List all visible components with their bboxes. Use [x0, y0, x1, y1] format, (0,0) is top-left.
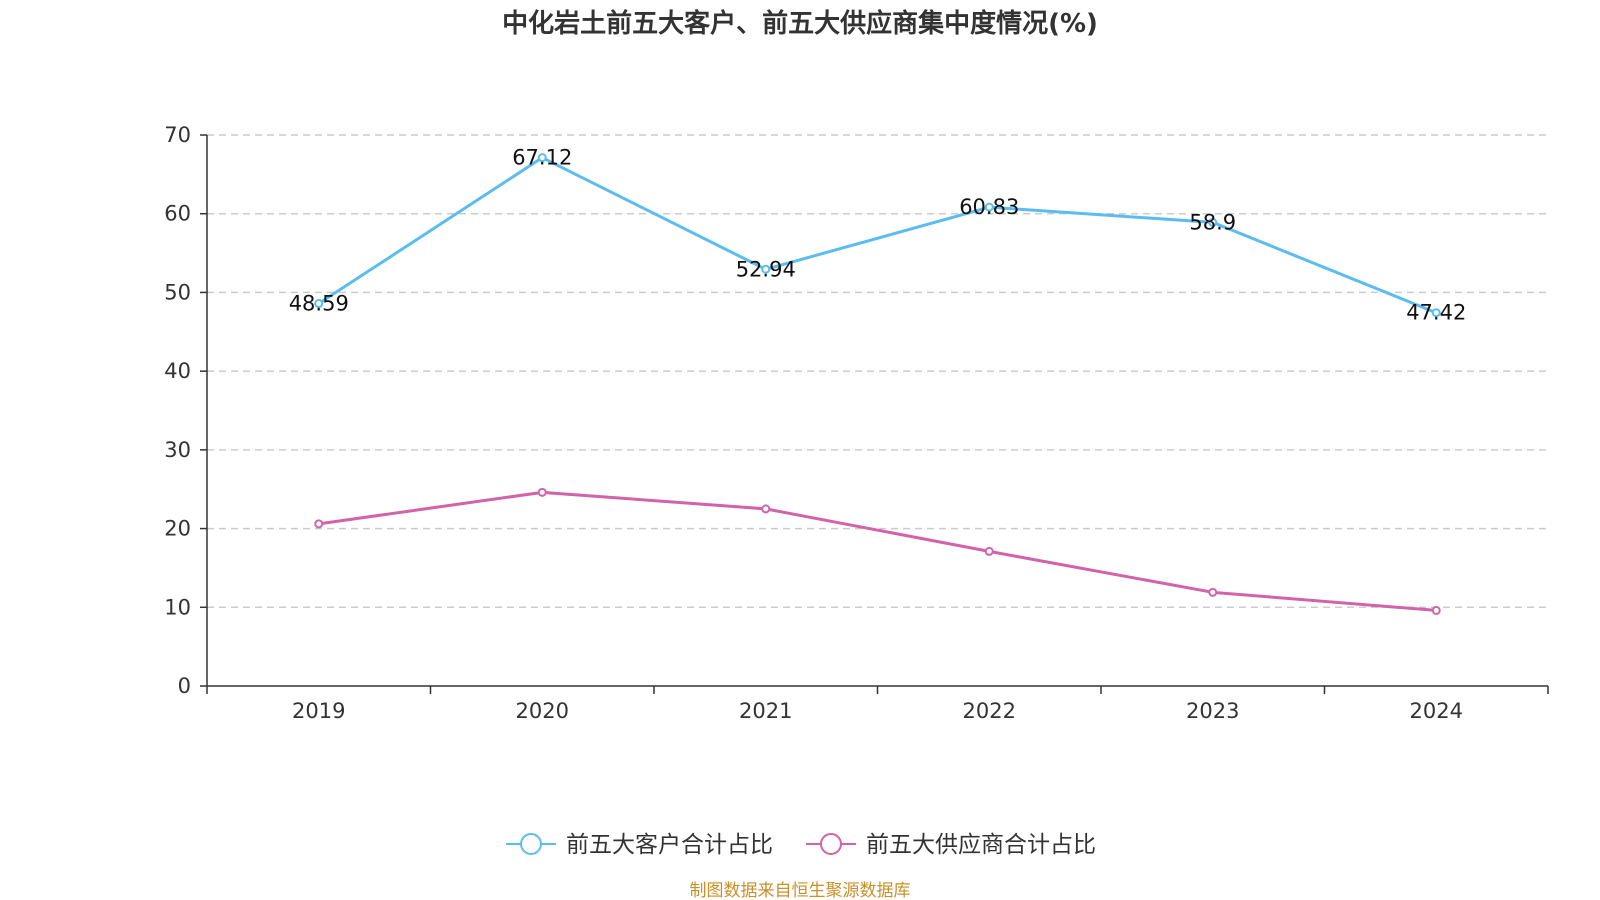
- data-label-2023: 58.9: [1189, 210, 1236, 234]
- data-point-s1-2022: [984, 546, 994, 556]
- data-label-2020: 67.12: [512, 146, 572, 170]
- legend-label-customers: 前五大客户合计占比: [566, 832, 773, 858]
- data-point-s0-2019: [314, 299, 324, 309]
- data-label-2024: 47.42: [1406, 301, 1466, 325]
- y-tick-label-60: 60: [164, 202, 191, 226]
- data-label-2019: 48.59: [289, 292, 349, 316]
- data-label-2022: 60.83: [959, 195, 1019, 219]
- data-point-s0-2022: [984, 202, 994, 212]
- chart-title: 中化岩土前五大客户、前五大供应商集中度情况(%): [502, 8, 1098, 39]
- data-point-s1-2021: [761, 504, 771, 514]
- legend-item-customers[interactable]: 前五大客户合计占比: [506, 832, 773, 858]
- series-line-0: [317, 156, 1437, 315]
- y-tick-label-30: 30: [164, 438, 191, 462]
- x-tick-label-2020: 2020: [516, 699, 569, 723]
- x-tick-label-2024: 2024: [1410, 699, 1463, 723]
- data-point-s0-2023: [1208, 217, 1218, 227]
- y-tick-label-70: 70: [164, 123, 191, 147]
- legend: 前五大客户合计占比 前五大供应商合计占比: [506, 832, 1096, 858]
- data-point-s1-2024: [1431, 605, 1441, 615]
- data-point-s0-2020: [537, 153, 547, 163]
- axes: 0 10 20 30 40 50 60 70 2019 2020 2021 2022 2023 2024: [164, 123, 1549, 723]
- y-tick-label-20: 20: [164, 517, 191, 541]
- data-labels: 48.59 67.12 52.94 60.83 58.9 47.42: [289, 146, 1467, 325]
- grid: [207, 134, 1548, 609]
- legend-marker-suppliers: [820, 833, 842, 855]
- series-line-1: [318, 490, 1437, 612]
- y-tick-label-0: 0: [178, 674, 191, 698]
- x-tick-label-2023: 2023: [1186, 699, 1239, 723]
- source-note: 制图数据来自恒生聚源数据库: [690, 881, 911, 900]
- data-point-s1-2020: [537, 487, 547, 497]
- data-point-s1-2019: [314, 519, 324, 529]
- legend-marker-customers: [520, 833, 542, 855]
- x-tick-label-2022: 2022: [963, 699, 1016, 723]
- x-tick-label-2019: 2019: [292, 699, 345, 723]
- data-point-s1-2023: [1208, 587, 1218, 597]
- y-tick-label-50: 50: [164, 280, 191, 304]
- data-point-s0-2021: [761, 264, 771, 274]
- legend-item-suppliers[interactable]: 前五大供应商合计占比: [806, 832, 1096, 858]
- data-point-s0-2024: [1431, 308, 1441, 318]
- x-tick-label-2021: 2021: [739, 699, 792, 723]
- y-tick-label-40: 40: [164, 359, 191, 383]
- legend-label-suppliers: 前五大供应商合计占比: [866, 832, 1096, 858]
- series-layer: [314, 153, 1441, 615]
- data-label-2021: 52.94: [736, 257, 796, 281]
- y-tick-label-10: 10: [164, 595, 191, 619]
